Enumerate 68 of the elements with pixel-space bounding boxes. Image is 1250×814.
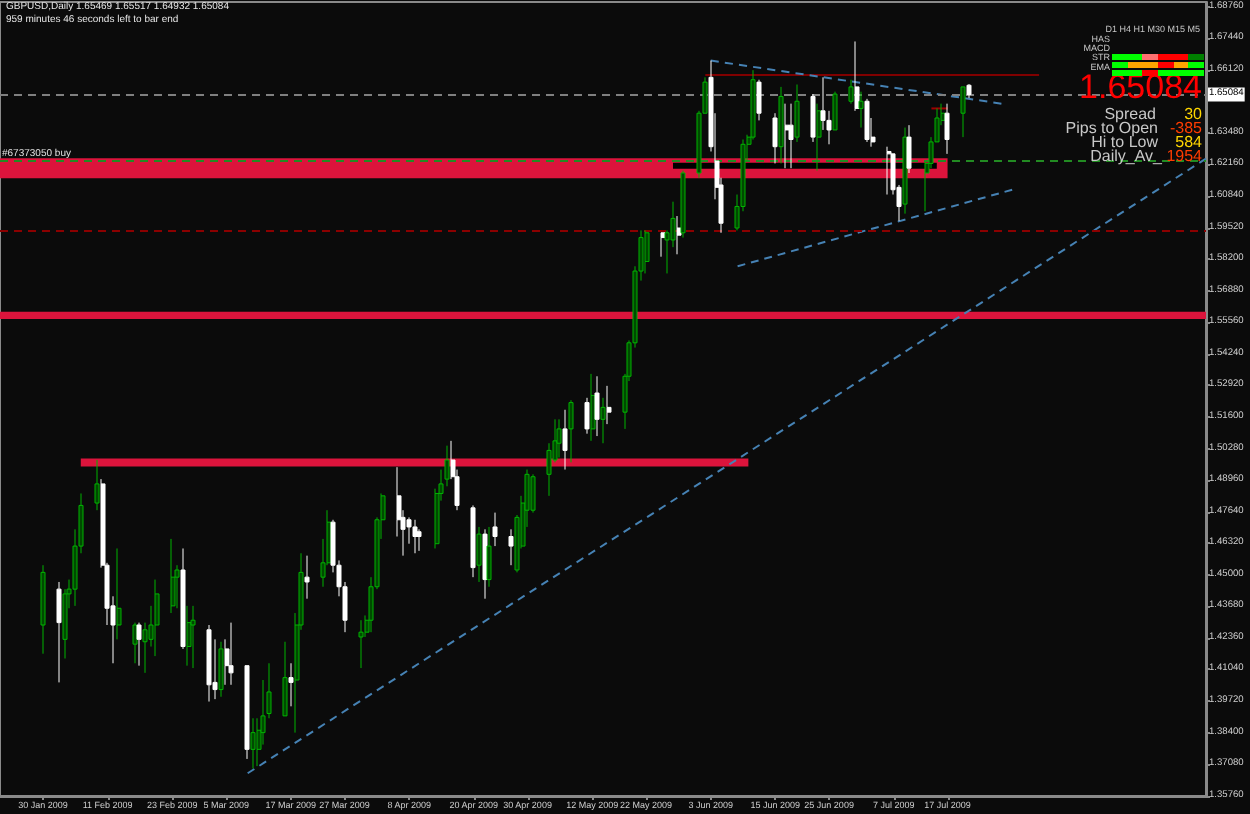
candlestick — [416, 528, 422, 552]
candlestick — [562, 409, 568, 471]
candlestick — [600, 397, 606, 444]
candlestick — [644, 229, 650, 274]
annotation: -385 — [1169, 119, 1204, 137]
candlestick — [854, 40, 860, 112]
candlestick — [794, 84, 800, 143]
candlestick — [288, 662, 294, 707]
candlestick — [944, 103, 950, 155]
candlestick — [906, 124, 912, 174]
candlestick — [282, 641, 288, 717]
candlestick — [170, 538, 176, 614]
candlestick — [832, 91, 838, 131]
candlestick — [590, 373, 596, 442]
candlestick — [186, 605, 192, 667]
candlestick — [756, 79, 762, 121]
candlestick — [412, 519, 418, 554]
candlestick — [680, 170, 686, 239]
candlestick — [606, 385, 612, 425]
candlestick — [676, 215, 682, 255]
candlestick — [56, 581, 62, 683]
candlestick — [492, 512, 498, 547]
annotation: Spread — [1104, 105, 1156, 123]
candlestick — [508, 528, 514, 566]
annotation: 30 — [1184, 105, 1204, 123]
candlestick — [886, 146, 892, 196]
candlestick — [218, 641, 224, 698]
annotation: Daily_Av_ — [1090, 147, 1164, 165]
candlestick — [858, 91, 864, 129]
annotation: Hi to Low — [1091, 133, 1159, 151]
candlestick — [660, 232, 666, 258]
candlestick — [154, 579, 160, 657]
candlestick — [228, 622, 234, 686]
candlestick — [848, 79, 854, 105]
candlestick — [486, 526, 492, 588]
candlestick — [960, 86, 966, 138]
candlestick — [206, 624, 212, 703]
candlestick — [116, 547, 122, 640]
candlestick — [816, 103, 822, 172]
candlestick — [864, 98, 870, 143]
candlestick — [810, 93, 816, 143]
annotation: Pips to Open — [1065, 119, 1158, 137]
candlestick — [772, 112, 778, 164]
candlestick — [584, 397, 590, 435]
candlestick — [190, 605, 196, 669]
candlestick — [304, 555, 310, 600]
candlestick — [482, 528, 488, 600]
candlestick — [132, 622, 138, 664]
candlestick — [40, 564, 46, 655]
annotation: 584 — [1175, 133, 1204, 151]
candlestick — [358, 619, 364, 669]
candlestick — [136, 622, 142, 667]
candlestick — [180, 547, 186, 650]
candlestick — [62, 588, 68, 659]
candlestick — [476, 526, 482, 583]
candlestick — [94, 459, 100, 511]
candlestick — [556, 418, 562, 459]
candlestick — [902, 127, 908, 215]
candlestick — [966, 83, 972, 99]
annotation: 1954 — [1166, 147, 1204, 165]
candlestick — [788, 103, 794, 169]
candlestick — [470, 504, 476, 578]
candlestick — [244, 665, 250, 760]
candlestick — [250, 717, 256, 769]
candlestick — [778, 86, 784, 164]
candlestick — [568, 399, 574, 463]
candlestick — [784, 103, 790, 169]
candlestick — [594, 375, 600, 437]
